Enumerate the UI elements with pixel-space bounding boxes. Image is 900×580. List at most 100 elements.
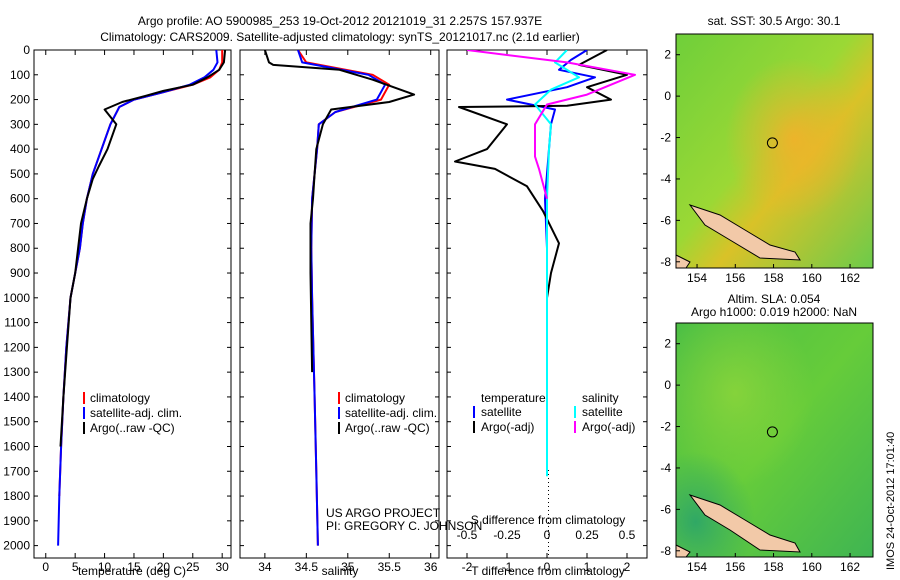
x-tick-label: 2	[624, 560, 631, 574]
map-y-tick-label: -4	[660, 172, 671, 186]
x-tick-label: 36	[424, 560, 438, 574]
salinity-x-axis: 34 34.5 35 35.5 36	[240, 49, 439, 574]
s-tick-label: 0	[544, 528, 551, 542]
depth-tick-label: 800	[10, 241, 30, 255]
map-y-tick-label: 2	[664, 48, 671, 62]
sla-map: 154 156 158 160 162 2 0 -2 -4 -6 -8	[660, 322, 874, 574]
map-y-tick-label: 0	[664, 378, 671, 392]
map-y-tick-label: -8	[660, 255, 671, 269]
temperature-legend: climatology satellite-adj. clim. Argo(..…	[83, 391, 182, 435]
depth-tick-label: 600	[10, 192, 30, 206]
map-y-tick-label: -2	[660, 131, 671, 145]
series-line-argo-adj	[454, 50, 628, 298]
sst-map-title: sat. SST: 30.5 Argo: 30.1	[708, 14, 841, 28]
x-tick-label: 35.5	[378, 560, 402, 574]
difference-legend: temperature salinity satellite Argo(-adj…	[473, 391, 635, 434]
map-x-tick-label: 160	[802, 271, 822, 285]
sst-map-frame	[675, 33, 874, 269]
x-tick-label: 35	[341, 560, 355, 574]
depth-tick-label: 2000	[3, 539, 30, 553]
sst-warm-patch	[676, 34, 873, 268]
depth-tick-label: 1200	[3, 340, 30, 354]
x-tick-label: 25	[186, 560, 200, 574]
map-x-tick-label: 162	[840, 560, 860, 574]
difference-x-axis: -2 -1 0 1 2 -0.5 -0.25 0 0.25 0.5	[447, 49, 647, 574]
x-tick-label: -1	[502, 560, 513, 574]
project-pi: PI: GREGORY C. JOHNSON	[326, 519, 482, 533]
series-line-argo-raw-qc	[263, 50, 416, 373]
legend-label-climatology: climatology	[345, 391, 405, 405]
x-tick-label: 0	[42, 560, 49, 574]
x-tick-label: 0	[544, 560, 551, 574]
x-tick-label: 10	[98, 560, 112, 574]
project-name: US ARGO PROJECT	[326, 506, 441, 520]
sla-map-frame	[675, 322, 874, 558]
depth-tick-label: 400	[10, 142, 30, 156]
x-tick-label: 15	[127, 560, 141, 574]
depth-tick-label: 700	[10, 216, 30, 230]
depth-tick-label: 0	[23, 43, 30, 57]
x-tick-label: 30	[215, 560, 229, 574]
salinity-series	[263, 50, 416, 546]
sst-landmass	[688, 204, 801, 261]
x-tick-label: 5	[72, 560, 79, 574]
x-tick-label: -2	[462, 560, 473, 574]
map-x-tick-label: 158	[764, 560, 784, 574]
legend-label-argo: Argo(..raw -QC)	[345, 421, 430, 435]
legend-header-salinity: salinity	[582, 391, 619, 405]
x-tick-label: 34.5	[295, 560, 319, 574]
s-tick-label: 0.5	[619, 528, 636, 542]
series-line-argo-raw-qc	[59, 50, 227, 447]
timestamp-stamp: IMOS 24-Oct-2012 17:01:40	[885, 432, 897, 570]
depth-tick-label: 1800	[3, 489, 30, 503]
s-tick-label: -0.5	[457, 528, 478, 542]
map-y-tick-label: -4	[660, 461, 671, 475]
legend-label-argo: Argo(..raw -QC)	[90, 421, 175, 435]
temperature-series	[57, 50, 227, 546]
salinity-legend: climatology satellite-adj. clim. Argo(..…	[338, 391, 437, 435]
s-tick-label: 0.25	[575, 528, 599, 542]
legend-label-satellite: satellite-adj. clim.	[90, 406, 182, 420]
map-x-tick-label: 154	[687, 271, 707, 285]
map-y-tick-label: -8	[660, 544, 671, 558]
x-tick-label: 34	[258, 560, 272, 574]
depth-tick-label: 500	[10, 167, 30, 181]
sla-map-axes: 154 156 158 160 162 2 0 -2 -4 -6 -8	[660, 337, 860, 574]
salinity-x-label: salinity	[322, 564, 359, 578]
salinity-panel-frame	[239, 49, 440, 559]
argo-position-marker	[766, 137, 778, 149]
series-line-satellite-adj-clim	[57, 50, 219, 546]
map-y-tick-label: -2	[660, 420, 671, 434]
series-line-satellite	[506, 50, 596, 373]
difference-top-x-label: S difference from climatology	[471, 513, 626, 527]
depth-tick-label: 1600	[3, 439, 30, 453]
legend-label-t-argo: Argo(-adj)	[481, 420, 534, 434]
temperature-x-axis: 0 5 10 15 20 25 30	[34, 49, 231, 574]
figure-subtitle: Climatology: CARS2009. Satellite-adjuste…	[100, 30, 580, 44]
map-y-tick-label: -6	[660, 213, 671, 227]
depth-tick-label: 100	[10, 68, 30, 82]
depth-tick-label: 1100	[4, 316, 30, 330]
map-x-tick-label: 156	[725, 560, 745, 574]
map-y-tick-label: 0	[664, 89, 671, 103]
argo-position-marker	[766, 426, 778, 438]
map-x-tick-label: 158	[764, 271, 784, 285]
depth-tick-label: 1500	[3, 415, 30, 429]
difference-x-label: T difference from climatology	[471, 564, 625, 578]
temperature-x-label: temperature (deg C)	[78, 564, 186, 578]
depth-tick-label: 300	[10, 117, 30, 131]
difference-series	[454, 50, 636, 477]
sst-map: 154 156 158 160 162 2 0 -2 -4 -6 -8	[660, 33, 874, 285]
map-x-tick-label: 160	[802, 560, 822, 574]
legend-header-temperature: temperature	[481, 391, 546, 405]
legend-label-satellite: satellite-adj. clim.	[345, 406, 437, 420]
depth-tick-label: 900	[10, 266, 30, 280]
depth-tick-label: 200	[10, 93, 30, 107]
depth-axis: 0 100 200 300 400 500 600 700 800 900 1000 1100 1200…	[3, 43, 30, 553]
sst-map-axes: 154 156 158 160 162 2 0 -2 -4 -6 -8	[660, 48, 860, 285]
sla-map-subtitle: Argo h1000: 0.019 h2000: NaN	[691, 305, 857, 319]
map-y-tick-label: 2	[664, 337, 671, 351]
map-x-tick-label: 154	[687, 560, 707, 574]
depth-tick-label: 1400	[3, 390, 30, 404]
